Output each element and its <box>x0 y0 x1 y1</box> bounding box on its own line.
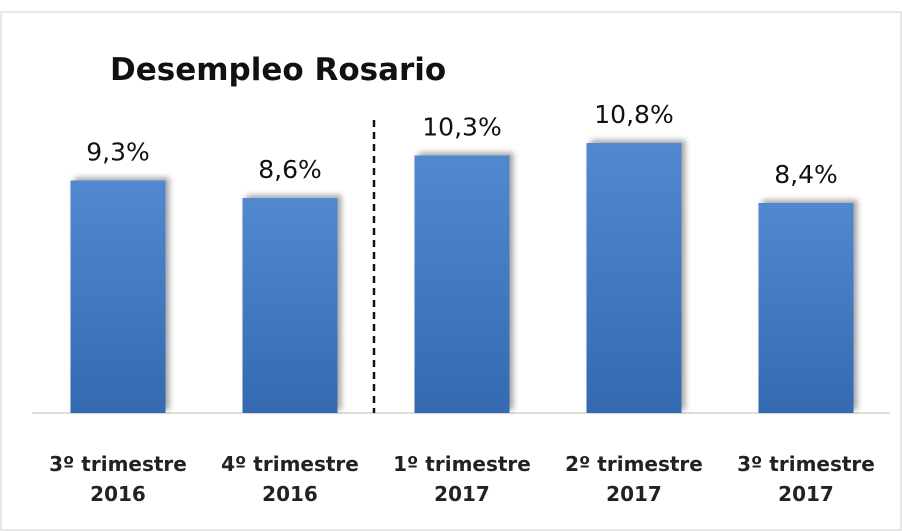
value-label: 9,3% <box>86 138 150 167</box>
value-label: 8,6% <box>258 155 322 184</box>
x-tick-label: 2º trimestre 2017 <box>565 452 703 506</box>
chart-title: Desempleo Rosario <box>110 52 446 88</box>
bar <box>70 180 166 413</box>
frame <box>0 11 902 531</box>
x-tick-label: 3º trimestre 2016 <box>49 452 187 506</box>
value-label: 8,4% <box>774 160 838 189</box>
x-tick-label: 4º trimestre 2016 <box>221 452 359 506</box>
bar <box>758 203 854 413</box>
value-label: 10,8% <box>594 100 673 129</box>
x-tick-label: 1º trimestre 2017 <box>393 452 531 506</box>
bar <box>586 143 682 413</box>
bar <box>242 198 338 413</box>
x-tick-label: 3º trimestre 2017 <box>737 452 875 506</box>
value-label: 10,3% <box>422 113 501 142</box>
bar <box>414 155 510 413</box>
